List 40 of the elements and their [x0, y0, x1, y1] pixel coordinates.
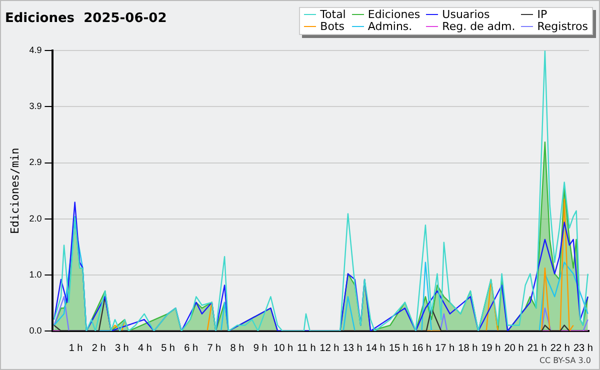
y-tick-label: 2.0 — [29, 213, 42, 224]
x-tick-label: 13 h — [342, 342, 362, 354]
text: CC BY-SA 3.0 — [539, 356, 591, 365]
x-tick-label: 22 h — [550, 342, 570, 354]
x-tick-label: 15 h — [388, 342, 408, 354]
x-tick-label: 17 h — [435, 342, 455, 354]
legend-label: Admins. — [366, 20, 414, 33]
x-tick-label: 12 h — [320, 342, 340, 354]
y-tick-label: 3.9 — [29, 101, 42, 112]
x-tick-label: 4 h — [138, 342, 152, 354]
legend-label: Bots — [319, 20, 346, 33]
x-tick-label: 16 h — [412, 342, 432, 354]
legend-label: Total — [319, 8, 346, 21]
x-tick-label: 11 h — [297, 342, 316, 354]
y-tick-label: 4.9 — [29, 45, 42, 56]
y-tick-label: 0.0 — [29, 325, 42, 336]
x-tick-label: 6 h — [184, 342, 198, 354]
x-tick-label: 9 h — [253, 342, 268, 354]
x-tick-label: 1 h — [68, 342, 83, 354]
y-tick-label: 2.9 — [29, 157, 42, 168]
x-tick-label: 20 h — [504, 342, 524, 354]
legend-label: Usuarios — [441, 8, 491, 21]
y-tick-label: 1.0 — [29, 269, 42, 280]
x-tick-label: 14 h — [366, 342, 386, 354]
x-tick-label: 21 h — [527, 342, 547, 354]
x-tick-label: 8 h — [230, 342, 244, 354]
x-tick-label: 2 h — [92, 342, 106, 354]
legend-label: Reg. de adm. — [441, 20, 516, 33]
x-tick-label: 3 h — [114, 342, 129, 354]
x-tick-label: 23 h — [574, 342, 593, 354]
x-tick-label: 5 h — [161, 342, 175, 354]
legend-label: Registros — [536, 20, 588, 33]
x-tick-label: 10 h — [274, 342, 294, 354]
chart-title: Ediciones 2025-06-02 — [5, 11, 167, 26]
legend-label: Ediciones — [366, 8, 420, 21]
x-tick-label: 7 h — [207, 342, 222, 354]
legend-label: IP — [536, 8, 548, 21]
x-tick-label: 18 h — [458, 342, 478, 354]
x-tick-label: 19 h — [481, 342, 501, 354]
y-axis-title: Ediciones/min — [8, 148, 22, 234]
